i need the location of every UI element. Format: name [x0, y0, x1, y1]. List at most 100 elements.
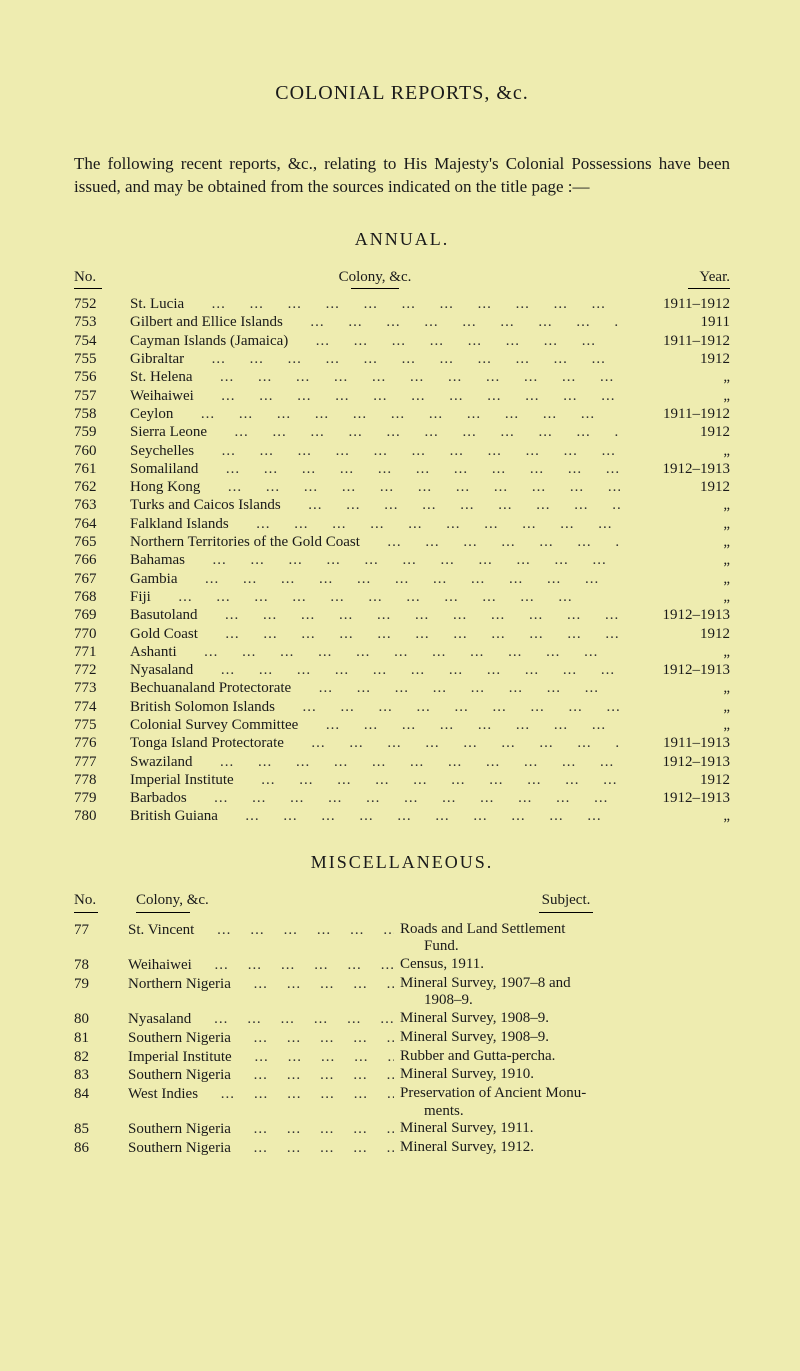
table-row: 82Imperial Institute Rubber and Gutta-pe…: [74, 1048, 730, 1067]
row-year: 1912–1913: [620, 789, 730, 807]
row-no: 755: [74, 350, 130, 368]
row-colony-text: Ashanti: [130, 644, 180, 660]
row-no: 756: [74, 368, 130, 386]
row-colony-text: British Solomon Islands: [130, 699, 279, 715]
table-row: 758Ceylon 1911–1912: [74, 405, 730, 423]
page-title: COLONIAL REPORTS, &c.: [74, 82, 730, 105]
row-colony: Barbados: [130, 789, 620, 807]
row-year: 1912–1913: [620, 661, 730, 679]
table-row: 774British Solomon Islands „: [74, 698, 730, 716]
annual-col-year-label: Year.: [699, 269, 730, 285]
row-colony: Gibraltar: [130, 350, 620, 368]
row-no: 78: [74, 956, 128, 975]
table-row: 770Gold Coast 1912: [74, 625, 730, 643]
rule-icon: [688, 288, 730, 289]
row-colony-text: St. Helena: [130, 369, 196, 385]
row-subject: Census, 1911.: [394, 956, 730, 974]
table-row: 771Ashanti „: [74, 643, 730, 661]
row-colony: Ceylon: [130, 405, 620, 423]
row-colony-text: Imperial Institute: [128, 1049, 235, 1065]
table-row: 752St. Lucia 1911–1912: [74, 295, 730, 313]
table-row: 80Nyasaland Mineral Survey, 1908–9.: [74, 1010, 730, 1029]
row-year: „: [620, 515, 730, 533]
table-row: 762Hong Kong 1912: [74, 478, 730, 496]
row-year: „: [620, 570, 730, 588]
row-colony: Colonial Survey Committee: [130, 716, 620, 734]
row-colony-text: Gold Coast: [130, 626, 202, 642]
row-colony: Bahamas: [130, 551, 620, 569]
row-no: 762: [74, 478, 130, 496]
table-row: 83Southern Nigeria Mineral Survey, 1910.: [74, 1066, 730, 1085]
table-row: 778Imperial Institute 1912: [74, 771, 730, 789]
misc-col-colony: Colony, &c.: [128, 891, 402, 913]
row-subject-text: Mineral Survey, 1910.: [400, 1066, 534, 1082]
row-year: „: [620, 588, 730, 606]
row-subject: Mineral Survey, 1910.: [394, 1066, 730, 1084]
row-year: „: [620, 807, 730, 825]
row-year: „: [620, 368, 730, 386]
table-row: 78Weihaiwei Census, 1911.: [74, 956, 730, 975]
row-subject-text-2: ments.: [400, 1103, 730, 1121]
row-colony: Southern Nigeria: [128, 1139, 394, 1158]
table-row: 755Gibraltar 1912: [74, 350, 730, 368]
row-colony: Basutoland: [130, 606, 620, 624]
row-colony: Bechuanaland Protectorate: [130, 679, 620, 697]
row-colony: Gold Coast: [130, 625, 620, 643]
row-no: 754: [74, 332, 130, 350]
row-colony-text: Colonial Survey Committee: [130, 717, 302, 733]
row-colony: British Guiana: [130, 807, 620, 825]
row-colony-text: Nyasaland: [128, 1011, 195, 1027]
row-colony-text: Bahamas: [130, 552, 189, 568]
row-no: 773: [74, 679, 130, 697]
row-colony-text: Gilbert and Ellice Islands: [130, 314, 287, 330]
row-no: 79: [74, 975, 128, 994]
row-subject: Roads and Land SettlementFund.: [394, 921, 730, 956]
row-year: „: [620, 716, 730, 734]
rule-icon: [539, 912, 593, 913]
row-subject-text: Mineral Survey, 1907–8 and: [400, 975, 571, 991]
row-colony-text: Falkland Islands: [130, 516, 233, 532]
row-no: 775: [74, 716, 130, 734]
misc-col-no-label: No.: [74, 892, 96, 908]
row-subject-text: Rubber and Gutta-percha.: [400, 1048, 555, 1064]
row-colony: Weihaiwei: [128, 956, 394, 975]
annual-header-row: No. Colony, &c. Year.: [74, 268, 730, 289]
row-subject-text: Mineral Survey, 1908–9.: [400, 1010, 549, 1026]
row-no: 780: [74, 807, 130, 825]
annual-col-no-label: No.: [74, 269, 96, 285]
row-colony: Northern Nigeria: [128, 975, 394, 994]
table-row: 777Swaziland 1912–1913: [74, 753, 730, 771]
row-colony: Falkland Islands: [130, 515, 620, 533]
row-no: 753: [74, 313, 130, 331]
row-colony: Imperial Institute: [130, 771, 620, 789]
row-no: 776: [74, 734, 130, 752]
row-subject-text: Roads and Land Settlement: [400, 921, 565, 937]
table-row: 776Tonga Island Protectorate 1911–1913: [74, 734, 730, 752]
table-row: 756St. Helena „: [74, 368, 730, 386]
row-colony-text: British Guiana: [130, 808, 222, 824]
table-row: 763Turks and Caicos Islands „: [74, 496, 730, 514]
misc-col-colony-label: Colony, &c.: [136, 892, 209, 908]
table-row: 759Sierra Leone 1912: [74, 423, 730, 441]
misc-col-subject: Subject.: [402, 891, 730, 913]
row-no: 766: [74, 551, 130, 569]
table-row: 85Southern Nigeria Mineral Survey, 1911.: [74, 1120, 730, 1139]
row-colony: St. Helena: [130, 368, 620, 386]
row-no: 81: [74, 1029, 128, 1048]
row-colony-text: Barbados: [130, 790, 190, 806]
row-colony: Southern Nigeria: [128, 1120, 394, 1139]
table-row: 757Weihaiwei „: [74, 387, 730, 405]
annual-col-year: Year.: [620, 268, 730, 289]
row-no: 759: [74, 423, 130, 441]
row-colony: Seychelles: [130, 442, 620, 460]
row-no: 758: [74, 405, 130, 423]
table-row: 753Gilbert and Ellice Islands 1911: [74, 313, 730, 331]
row-colony: West Indies: [128, 1085, 394, 1104]
row-colony-text: Imperial Institute: [130, 772, 237, 788]
annual-col-no: No.: [74, 268, 130, 289]
row-colony: Gilbert and Ellice Islands: [130, 313, 620, 331]
row-no: 770: [74, 625, 130, 643]
row-colony-text: Swaziland: [130, 754, 196, 770]
table-row: 761Somaliland 1912–1913: [74, 460, 730, 478]
row-year: 1912–1913: [620, 606, 730, 624]
